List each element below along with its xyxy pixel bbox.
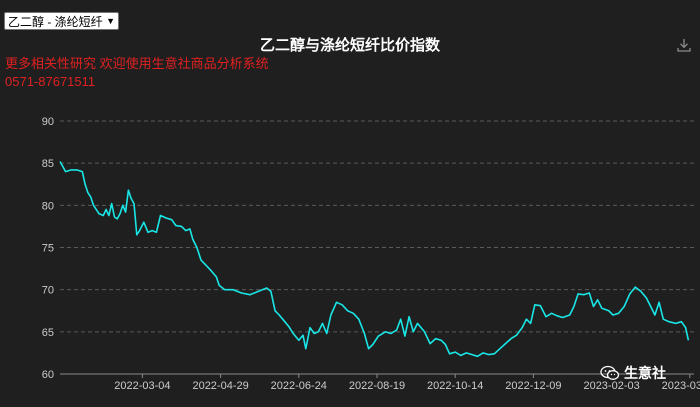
x-tick-label: 2022-08-19 (349, 380, 405, 392)
download-icon[interactable] (676, 37, 692, 53)
chevron-down-icon: ▼ (106, 15, 115, 26)
index-selector-dropdown[interactable]: 乙二醇 - 涤纶短纤 ▼ (4, 12, 119, 30)
x-tick-label: 2022-06-24 (271, 380, 327, 392)
y-tick-label: 65 (42, 327, 54, 339)
y-tick-label: 70 (42, 285, 54, 297)
y-tick-label: 75 (42, 243, 54, 255)
x-tick-label: 2022-03-04 (114, 380, 170, 392)
promo-text: 更多相关性研究 欢迎使用生意社商品分析系统 0571-87671511 (5, 55, 269, 91)
x-tick-label: 2022-10-14 (427, 380, 483, 392)
watermark-text: 生意社 (624, 365, 666, 381)
promo-phone: 0571-87671511 (5, 74, 96, 89)
x-tick-label: 2023-03-31 (662, 380, 700, 392)
x-tick-label: 2022-04-29 (192, 380, 248, 392)
x-tick-label: 2022-12-09 (505, 380, 561, 392)
index-selector-value: 乙二醇 - 涤纶短纤 (8, 14, 103, 29)
promo-line-1: 更多相关性研究 欢迎使用生意社商品分析系统 (5, 56, 269, 71)
y-tick-label: 80 (42, 200, 54, 212)
chart-title: 乙二醇与涤纶短纤比价指数 (259, 37, 440, 54)
watermark: 生意社 (600, 363, 666, 383)
y-tick-label: 60 (42, 369, 54, 381)
x-tick-label: 2023-02-03 (583, 380, 639, 392)
series-line (59, 161, 690, 358)
wechat-icon (600, 365, 620, 381)
y-tick-label: 90 (42, 116, 54, 128)
y-tick-label: 85 (42, 158, 54, 170)
